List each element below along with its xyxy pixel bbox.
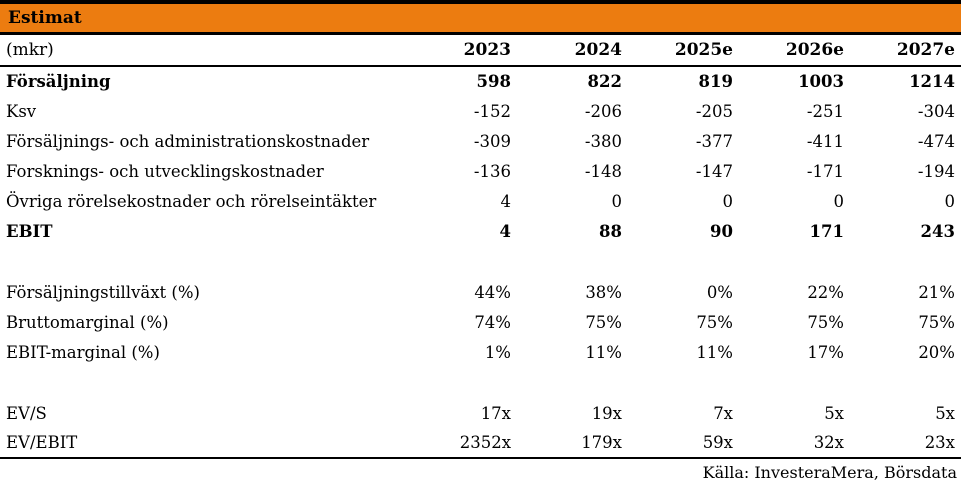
spacer-row [0, 246, 961, 277]
cell-value: -377 [695, 131, 733, 151]
top-rule [0, 0, 961, 4]
table-row-forsknings-utvecklingskostnader: Forsknings- och utvecklingskostnader -13… [0, 156, 961, 186]
cell-value: 11% [585, 342, 622, 362]
cell-value: 598 [476, 72, 511, 91]
cell-value: 2352x [406, 428, 517, 459]
table-row-ebit: EBIT 4 88 90 171 243 [0, 216, 961, 246]
cell-value: 19x [591, 403, 622, 423]
table-row-ovriga-rorelsekostnader: Övriga rörelsekostnader och rörelseintäk… [0, 186, 961, 216]
row-label: Övriga rörelsekostnader och rörelseintäk… [6, 191, 377, 211]
cell-value: 59x [628, 428, 739, 459]
cell-value: -152 [473, 101, 511, 121]
row-label: Ksv [6, 101, 37, 121]
cell-value: -171 [806, 161, 844, 181]
cell-value: 179x [517, 428, 628, 459]
spacer-row [0, 367, 961, 398]
cell-value: -148 [584, 161, 622, 181]
cell-value: -251 [806, 101, 844, 121]
cell-value: 4 [499, 221, 511, 241]
cell-value: 74% [474, 312, 511, 332]
row-label: Försäljningstillväxt (%) [6, 282, 200, 302]
row-label: EV/S [6, 403, 47, 423]
cell-value: 7x [713, 403, 733, 423]
cell-value: 22% [807, 282, 844, 302]
row-label: Forsknings- och utvecklingskostnader [6, 161, 324, 181]
row-label: Bruttomarginal (%) [6, 312, 169, 332]
cell-value: 0 [833, 191, 845, 211]
cell-value: -205 [695, 101, 733, 121]
cell-value: 0 [722, 191, 734, 211]
table-row-ev-s: EV/S 17x 19x 7x 5x 5x [0, 398, 961, 428]
column-header-2025e: 2025e [628, 35, 739, 67]
cell-value: 17x [480, 403, 511, 423]
cell-value: 38% [585, 282, 622, 302]
estimates-table: (mkr) 2023 2024 2025e 2026e 2027e Försäl… [0, 35, 961, 459]
row-label: EBIT [6, 221, 53, 241]
table-row-ev-ebit: EV/EBIT 2352x 179x 59x 32x 23x [0, 428, 961, 459]
cell-value: 11% [696, 342, 733, 362]
table-row-ebit-marginal: EBIT-marginal (%) 1% 11% 11% 17% 20% [0, 337, 961, 367]
source-note: Källa: InvesteraMera, Börsdata [702, 463, 957, 482]
cell-value: 5x [824, 403, 844, 423]
cell-value: 1003 [798, 72, 844, 91]
cell-value: 1% [484, 342, 511, 362]
cell-value: 819 [698, 72, 733, 91]
cell-value: -206 [584, 101, 622, 121]
cell-value: 21% [918, 282, 955, 302]
table-row-forsaljningstillvaxt: Försäljningstillväxt (%) 44% 38% 0% 22% … [0, 277, 961, 307]
cell-value: -474 [917, 131, 955, 151]
cell-value: -136 [473, 161, 511, 181]
cell-value: 0 [611, 191, 623, 211]
row-label: EV/EBIT [0, 428, 406, 459]
cell-value: 75% [807, 312, 844, 332]
unit-label: (mkr) [0, 35, 406, 67]
table-title: Estimat [8, 8, 82, 28]
cell-value: -147 [695, 161, 733, 181]
cell-value: -194 [917, 161, 955, 181]
cell-value: 32x [739, 428, 850, 459]
cell-value: 171 [809, 221, 844, 241]
column-header-2026e: 2026e [739, 35, 850, 67]
row-label: EBIT-marginal (%) [6, 342, 160, 362]
cell-value: -304 [917, 101, 955, 121]
table-row-forsaljnings-admin-kostnader: Försäljnings- och administrationskostnad… [0, 126, 961, 156]
table-row-bruttomarginal: Bruttomarginal (%) 74% 75% 75% 75% 75% [0, 307, 961, 337]
cell-value: 75% [918, 312, 955, 332]
cell-value: 4 [500, 191, 512, 211]
column-header-2023: 2023 [406, 35, 517, 67]
cell-value: 0% [706, 282, 733, 302]
cell-value: 243 [920, 221, 955, 241]
cell-value: 23x [850, 428, 961, 459]
cell-value: 5x [935, 403, 955, 423]
cell-value: 44% [474, 282, 511, 302]
cell-value: 822 [587, 72, 622, 91]
table-row-ksv: Ksv -152 -206 -205 -251 -304 [0, 96, 961, 126]
table-row-forsaljning: Försäljning 598 822 819 1003 1214 [0, 66, 961, 96]
column-header-2027e: 2027e [850, 35, 961, 67]
column-header-row: (mkr) 2023 2024 2025e 2026e 2027e [0, 35, 961, 67]
cell-value: 17% [807, 342, 844, 362]
row-label: Försäljning [6, 72, 111, 91]
table-title-bar: Estimat [0, 4, 961, 35]
cell-value: -309 [473, 131, 511, 151]
cell-value: 88 [599, 221, 622, 241]
cell-value: 0 [944, 191, 956, 211]
cell-value: 75% [696, 312, 733, 332]
cell-value: 20% [918, 342, 955, 362]
cell-value: 75% [585, 312, 622, 332]
column-header-2024: 2024 [517, 35, 628, 67]
cell-value: 1214 [909, 72, 955, 91]
cell-value: -380 [584, 131, 622, 151]
cell-value: 90 [710, 221, 733, 241]
estimates-report-panel: Estimat (mkr) 2023 2024 2025e 2026e 2027… [0, 0, 961, 482]
cell-value: -411 [806, 131, 844, 151]
row-label: Försäljnings- och administrationskostnad… [6, 131, 370, 151]
